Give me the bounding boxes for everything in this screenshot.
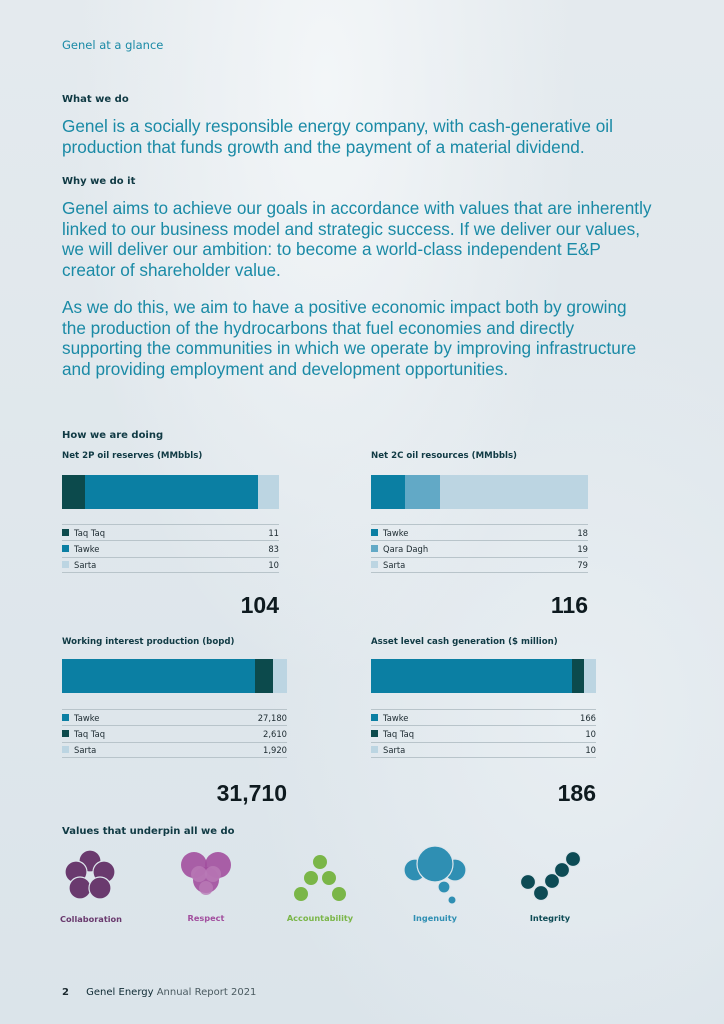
- why-we-do-it-paragraph-2: As we do this, we aim to have a positive…: [62, 297, 637, 379]
- legend-label: Tawke: [383, 527, 409, 538]
- why-we-do-it-paragraph-1: Genel aims to achieve our goals in accor…: [62, 198, 652, 280]
- legend-value: 83: [268, 543, 279, 554]
- footer-brand: Genel Energy: [86, 987, 154, 998]
- legend-value: 11: [268, 527, 279, 538]
- bar-cash-generation: [371, 659, 596, 693]
- legend-value: 2,610: [263, 728, 287, 739]
- legend-swatch: [62, 545, 69, 553]
- legend-label: Taq Taq: [74, 527, 106, 538]
- collaboration-icon: [64, 849, 116, 900]
- legend-row: Taq Taq 11: [62, 524, 279, 540]
- total-resources: 116: [550, 592, 588, 618]
- legend-value: 10: [268, 559, 279, 570]
- legend-row: Sarta 10: [62, 556, 279, 573]
- legend-label: Qara Dagh: [383, 543, 429, 554]
- value-label-accountability: Accountability: [286, 913, 354, 923]
- legend-row: Taq Taq 2,610: [62, 725, 287, 741]
- legend-value: 10: [585, 744, 596, 755]
- legend-label: Tawke: [74, 712, 100, 723]
- legend-swatch: [62, 561, 69, 569]
- value-label-respect: Respect: [187, 913, 225, 923]
- bar-reserves: [62, 475, 279, 509]
- legend-label: Sarta: [383, 559, 406, 570]
- bar-segment-taq-taq: [571, 659, 584, 693]
- bar-segment-sarta: [583, 659, 596, 693]
- legend-swatch: [62, 730, 69, 738]
- what-we-do-text: Genel is a socially responsible energy c…: [62, 116, 613, 157]
- footer-report: Annual Report 2021: [156, 987, 257, 998]
- chart-title-cash-generation: Asset level cash generation ($ million): [371, 637, 558, 647]
- legend-value: 79: [577, 559, 588, 570]
- bar-segment-sarta: [440, 475, 588, 509]
- legend-cash-generation: Tawke 166 Taq Taq 10 Sarta 10: [371, 709, 596, 758]
- legend-swatch: [371, 730, 378, 738]
- legend-label: Tawke: [383, 712, 409, 723]
- page-number: 2: [62, 987, 69, 998]
- legend-value: 18: [577, 527, 588, 538]
- legend-row: Taq Taq 10: [371, 725, 596, 741]
- chart-title-reserves: Net 2P oil reserves (MMbbls): [62, 451, 203, 461]
- legend-resources: Tawke 18 Qara Dagh 19 Sarta 79: [371, 524, 588, 573]
- bar-segment-tawke: [84, 475, 259, 509]
- value-label-collaboration: Collaboration: [60, 914, 122, 924]
- legend-swatch: [371, 545, 378, 553]
- legend-label: Tawke: [74, 543, 100, 554]
- legend-value: 166: [580, 712, 596, 723]
- legend-swatch: [371, 529, 378, 537]
- legend-label: Sarta: [383, 744, 406, 755]
- legend-label: Sarta: [74, 559, 97, 570]
- legend-row: Qara Dagh 19: [371, 540, 588, 556]
- bar-resources: [371, 475, 588, 509]
- accountability-icon: [294, 855, 346, 901]
- bar-segment-qara-dagh: [404, 475, 441, 509]
- why-we-do-it-heading: Why we do it: [62, 176, 136, 187]
- legend-value: 10: [585, 728, 596, 739]
- legend-label: Taq Taq: [74, 728, 106, 739]
- bar-production: [62, 659, 287, 693]
- what-we-do-heading: What we do: [62, 94, 129, 105]
- chart-title-production: Working interest production (bopd): [62, 637, 235, 647]
- chart-title-resources: Net 2C oil resources (MMbbls): [371, 451, 517, 461]
- legend-swatch: [62, 529, 69, 537]
- legend-production: Tawke 27,180 Taq Taq 2,610 Sarta 1,920: [62, 709, 287, 758]
- legend-row: Sarta 10: [371, 741, 596, 758]
- bar-segment-sarta: [258, 475, 279, 509]
- legend-value: 27,180: [257, 712, 287, 723]
- bar-segment-sarta: [273, 659, 287, 693]
- values-heading: Values that underpin all we do: [62, 826, 235, 837]
- legend-row: Sarta 1,920: [62, 741, 287, 758]
- total-production: 31,710: [216, 780, 287, 806]
- legend-reserves: Taq Taq 11 Tawke 83 Sarta 10: [62, 524, 279, 573]
- legend-row: Tawke 18: [371, 524, 588, 540]
- legend-swatch: [62, 714, 69, 722]
- running-head: Genel at a glance: [62, 38, 164, 52]
- legend-row: Tawke 166: [371, 709, 596, 725]
- legend-value: 19: [577, 543, 588, 554]
- ingenuity-icon: [403, 845, 467, 904]
- integrity-icon: [519, 850, 582, 902]
- value-label-integrity: Integrity: [529, 913, 571, 923]
- total-reserves: 104: [240, 592, 279, 618]
- value-label-ingenuity: Ingenuity: [412, 913, 457, 923]
- bar-segment-tawke: [371, 475, 405, 509]
- bar-segment-tawke: [62, 659, 255, 693]
- bar-segment-tawke: [371, 659, 572, 693]
- bar-segment-taq-taq: [254, 659, 274, 693]
- how-we-are-doing-heading: How we are doing: [62, 430, 164, 441]
- legend-label: Sarta: [74, 744, 97, 755]
- total-cash-generation: 186: [557, 780, 596, 806]
- footer: 2 Genel Energy Annual Report 2021: [62, 987, 256, 998]
- legend-value: 1,920: [263, 744, 287, 755]
- respect-icon: [181, 852, 231, 895]
- legend-row: Sarta 79: [371, 556, 588, 573]
- legend-row: Tawke 83: [62, 540, 279, 556]
- legend-swatch: [371, 561, 378, 569]
- legend-swatch: [371, 746, 378, 754]
- legend-label: Taq Taq: [383, 728, 415, 739]
- bar-segment-taq-taq: [62, 475, 85, 509]
- legend-row: Tawke 27,180: [62, 709, 287, 725]
- legend-swatch: [371, 714, 378, 722]
- legend-swatch: [62, 746, 69, 754]
